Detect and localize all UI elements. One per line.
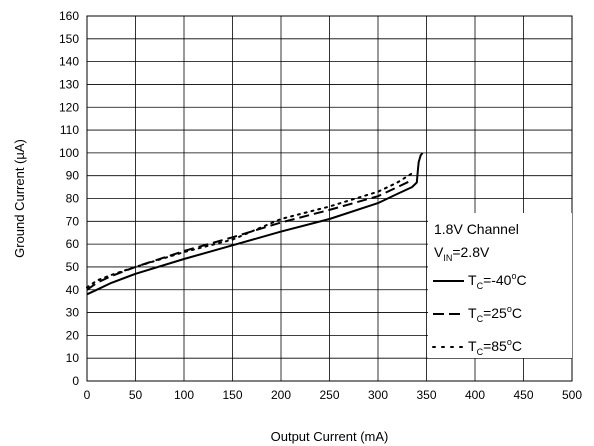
- y-tick-label: 40: [66, 283, 80, 297]
- x-tick-label: 350: [416, 388, 436, 402]
- legend-header-channel: 1.8V Channel: [434, 221, 519, 237]
- x-tick-labels: 0 50 100 150 200 250 300 350 400 450 500: [84, 388, 583, 402]
- x-tick-label: 150: [222, 388, 242, 402]
- y-tick-labels: 0 10 20 30 40 50 60 70 80 90 100 110 120 130 140 150 160: [59, 9, 79, 388]
- legend-label-2: TC=85oC: [468, 337, 522, 357]
- legend-label-0: TC=-40oC: [468, 271, 527, 291]
- x-axis-title: Output Current (mA): [271, 429, 389, 444]
- y-tick-label: 10: [66, 351, 80, 365]
- y-tick-label: 0: [72, 374, 79, 388]
- x-tick-label: 50: [129, 388, 143, 402]
- y-tick-label: 80: [66, 192, 80, 206]
- vin-value: =2.8V: [452, 244, 490, 260]
- y-tick-label: 100: [59, 146, 79, 160]
- y-tick-label: 50: [66, 260, 80, 274]
- legend: 1.8V Channel VIN=2.8V TC=-40oC TC=25oC TC=…: [428, 213, 572, 358]
- legend-background: [428, 213, 572, 358]
- vin-subscript: IN: [443, 253, 452, 263]
- x-tick-label: 450: [513, 388, 533, 402]
- y-axis-title: Ground Current (µA): [12, 139, 27, 258]
- legend-label-1: TC=25oC: [468, 304, 522, 324]
- series-line-1: [86, 179, 413, 291]
- y-tick-label: 160: [59, 9, 79, 23]
- series-line-0: [86, 152, 424, 296]
- x-tick-label: 300: [368, 388, 388, 402]
- x-tick-label: 0: [84, 388, 91, 402]
- plot-frame: [86, 15, 573, 382]
- series-layer: [86, 152, 424, 296]
- y-tick-label: 30: [66, 306, 80, 320]
- y-tick-label: 120: [59, 100, 79, 114]
- series-line-2: [86, 172, 413, 289]
- y-tick-label: 60: [66, 237, 80, 251]
- vin-symbol: V: [434, 244, 444, 260]
- x-tick-label: 200: [271, 388, 291, 402]
- y-tick-label: 140: [59, 55, 79, 69]
- y-tick-label: 110: [60, 123, 79, 137]
- legend-header-vin: VIN=2.8V: [434, 244, 490, 263]
- y-tick-label: 150: [59, 32, 79, 46]
- y-tick-label: 70: [66, 214, 80, 228]
- y-tick-label: 20: [66, 328, 80, 342]
- x-tick-label: 100: [174, 388, 194, 402]
- x-tick-label: 250: [319, 388, 339, 402]
- y-tick-label: 130: [59, 77, 79, 91]
- x-tick-label: 500: [562, 388, 582, 402]
- y-tick-label: 90: [66, 169, 80, 183]
- x-tick-label: 400: [465, 388, 485, 402]
